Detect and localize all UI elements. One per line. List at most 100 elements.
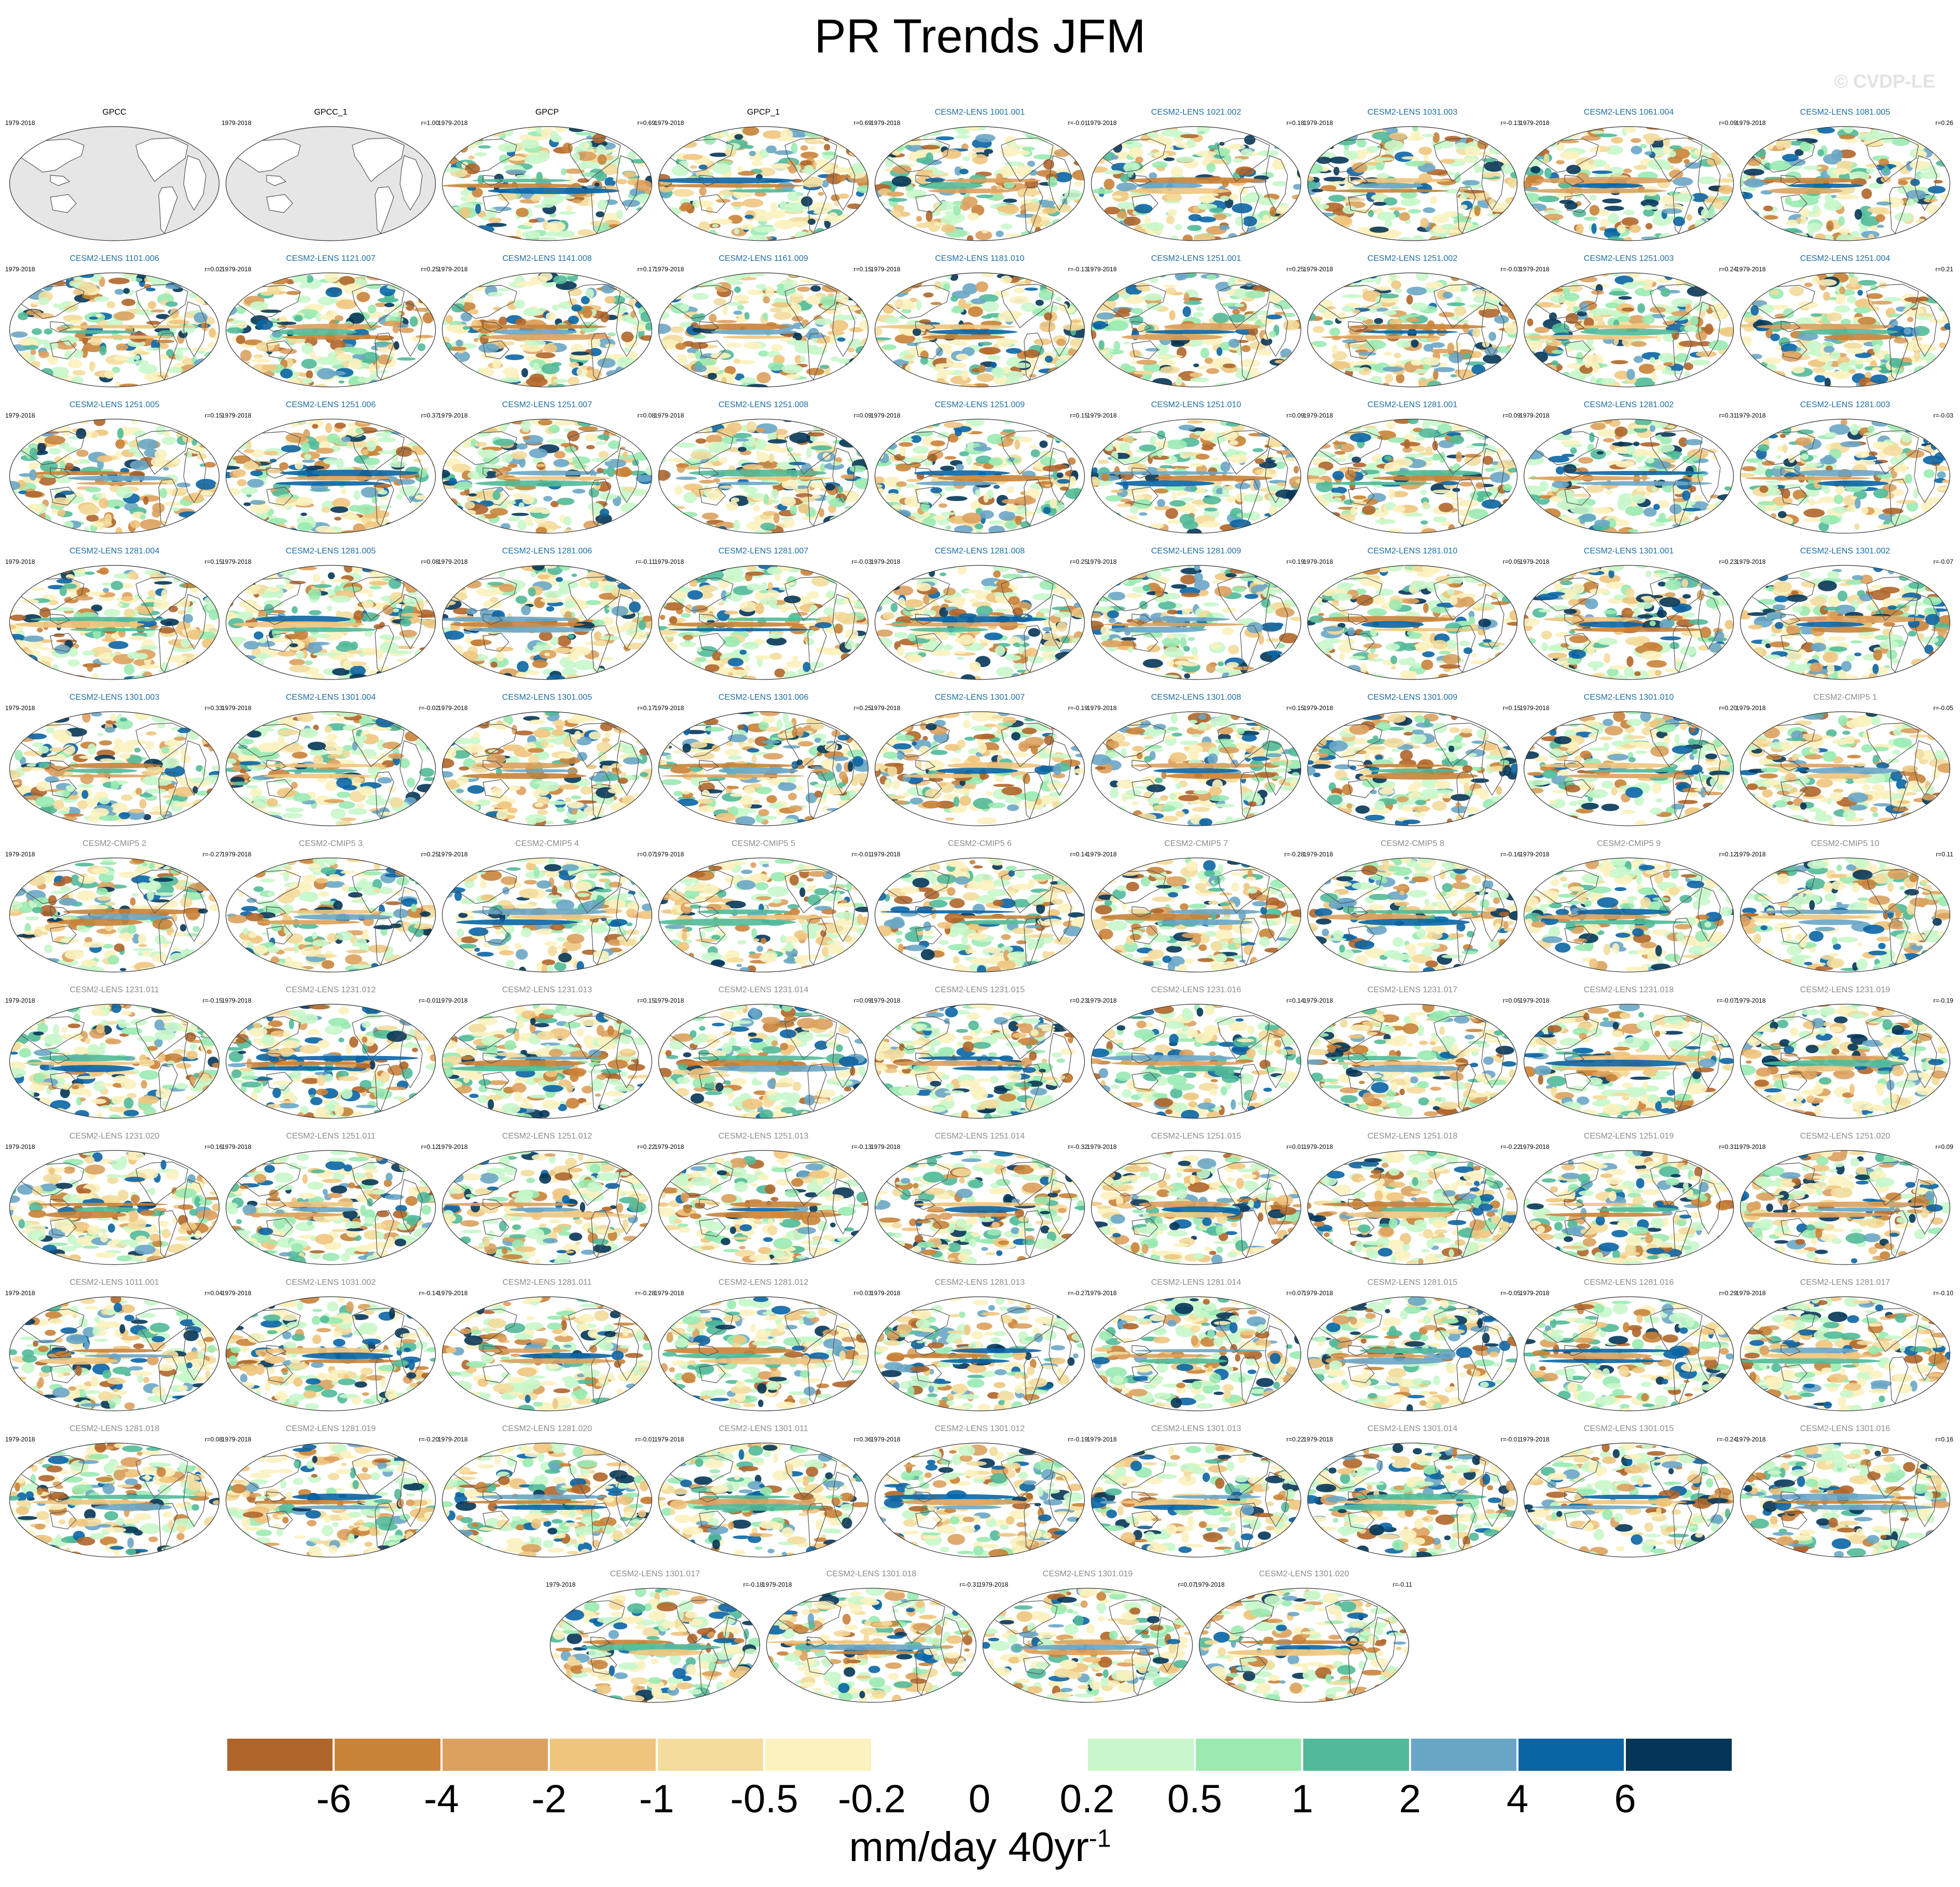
- trend-cell: [1277, 225, 1287, 234]
- trend-cell: [150, 309, 165, 313]
- trend-cell: [626, 279, 634, 286]
- trend-cell: [1937, 142, 1947, 153]
- trend-cell: [1474, 273, 1483, 278]
- coastline: [1265, 155, 1288, 211]
- coastline: [1889, 332, 1909, 381]
- coastline: [915, 340, 942, 359]
- trend-cell: [1907, 316, 1914, 323]
- trend-cell: [1094, 273, 1115, 278]
- trend-cell: [661, 367, 673, 375]
- trend-cell: [1340, 127, 1350, 135]
- trend-cell: [390, 273, 408, 279]
- trend-cell: [1668, 191, 1679, 196]
- trend-cell: [1170, 166, 1183, 177]
- trend-cell: [1102, 363, 1113, 371]
- trend-cell: [1765, 377, 1776, 387]
- trend-cell: [1484, 238, 1506, 241]
- trend-cell: [1567, 341, 1588, 351]
- trend-cell: [1054, 149, 1070, 157]
- trend-cell: [1442, 292, 1453, 299]
- trend-cell: [1687, 286, 1708, 297]
- trend-cell: [505, 341, 515, 345]
- trend-cell: [1075, 131, 1085, 140]
- trend-cell: [1193, 312, 1204, 317]
- trend-cell: [1264, 349, 1272, 356]
- coastline: [1131, 175, 1152, 186]
- trend-cell: [975, 134, 996, 143]
- trend-cell: [146, 287, 156, 292]
- trend-cell: [195, 521, 201, 531]
- trend-cell: [1658, 233, 1674, 241]
- trend-cell: [1669, 150, 1676, 157]
- trend-cell: [29, 282, 43, 286]
- trend-cell: [277, 322, 297, 325]
- trend-cell: [1658, 353, 1675, 363]
- trend-cell: [819, 365, 830, 369]
- trend-cell: [56, 273, 65, 279]
- trend-cell: [1786, 219, 1799, 226]
- trend-cell: [1313, 277, 1323, 281]
- trend-cell: [130, 520, 141, 529]
- trend-cell: [472, 188, 483, 198]
- trend-cell: [1092, 230, 1107, 234]
- trend-cell: [529, 219, 539, 223]
- trend-cell: [1815, 233, 1826, 241]
- coastline: [1530, 285, 1599, 319]
- equatorial-band: [918, 182, 983, 189]
- trend-cell: [698, 164, 708, 170]
- trend-cell: [996, 338, 1013, 348]
- trend-cell: [791, 143, 798, 154]
- trend-cell: [1005, 371, 1024, 381]
- trend-cell: [686, 228, 692, 240]
- trend-cell: [1293, 276, 1299, 281]
- trend-cell: [551, 135, 562, 143]
- trend-cell: [806, 368, 824, 376]
- panel-title: CESM2-LENS 1251.004: [1737, 254, 1953, 263]
- trend-cell: [1443, 188, 1460, 193]
- trend-cell: [1143, 363, 1161, 373]
- trend-cell: [65, 447, 78, 453]
- trend-cell: [1754, 275, 1772, 285]
- trend-cell: [616, 210, 623, 219]
- trend-cell: [852, 132, 867, 143]
- trend-cell: [89, 316, 98, 320]
- coastline: [482, 321, 503, 332]
- trend-cell: [151, 509, 161, 518]
- trend-cell: [1092, 289, 1100, 300]
- trend-cell: [1257, 127, 1277, 132]
- trend-cell: [890, 140, 904, 145]
- panel-correlation: r=0.21: [1936, 266, 1953, 273]
- trend-cell: [263, 380, 275, 384]
- trend-cell: [1798, 301, 1818, 309]
- panel-title: CESM2-LENS 1251.006: [223, 400, 439, 410]
- trend-cell: [492, 357, 501, 369]
- map-svg: [225, 126, 436, 241]
- trend-cell: [1524, 152, 1530, 161]
- trend-cell: [1769, 370, 1786, 380]
- trend-cell: [1914, 151, 1927, 158]
- trend-cell: [1623, 168, 1632, 173]
- coastline: [1673, 186, 1692, 234]
- trend-cell: [339, 276, 355, 286]
- trend-cell: [1382, 230, 1402, 237]
- trend-cell: [662, 227, 670, 231]
- trend-cell: [753, 226, 772, 232]
- trend-cell: [1374, 286, 1391, 291]
- coastline: [1650, 137, 1703, 182]
- trend-cell: [1219, 225, 1230, 230]
- trend-cell: [849, 357, 862, 366]
- trend-cell: [1743, 146, 1759, 152]
- trend-cell: [1566, 164, 1581, 174]
- trend-cell: [1258, 150, 1279, 157]
- equatorial-band: [467, 324, 607, 329]
- trend-cell: [934, 281, 942, 290]
- trend-cell: [1290, 274, 1299, 284]
- trend-cell: [1136, 282, 1150, 291]
- trend-cell: [919, 236, 924, 241]
- trend-cell: [712, 224, 719, 228]
- trend-cell: [1347, 197, 1366, 202]
- trend-cell: [1450, 374, 1457, 378]
- trend-cell: [1925, 296, 1946, 303]
- trend-cell: [1550, 134, 1557, 145]
- trend-cell: [968, 306, 983, 317]
